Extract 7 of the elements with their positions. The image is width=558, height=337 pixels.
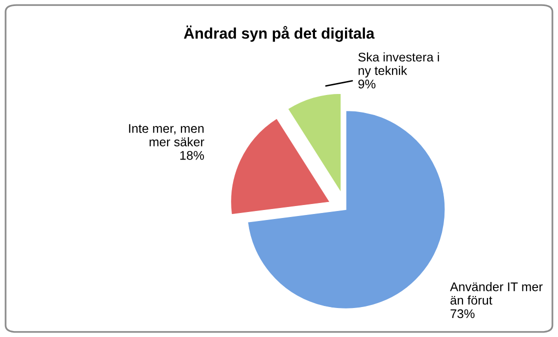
data-label: 18% <box>180 150 204 160</box>
slice-label: Ska investera i ny teknik <box>358 52 439 78</box>
chart-title: Ändrad syn på det digitala <box>184 26 375 42</box>
slice-label: Använder IT mer än förut <box>450 282 543 305</box>
slice-label: Inte mer, men mer säker <box>129 124 204 146</box>
data-label: 73% <box>450 309 475 318</box>
data-label: 9% <box>358 80 376 88</box>
